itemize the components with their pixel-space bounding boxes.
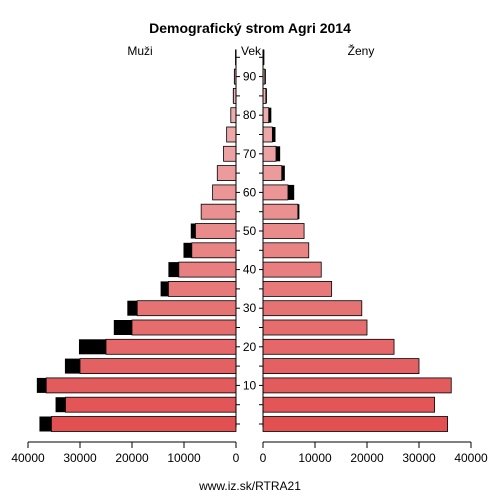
age-tick-label: 80 [243, 108, 257, 122]
male-excess-25-29 [113, 320, 132, 335]
female-bar-30-34 [262, 300, 363, 317]
female-excess-85-89 [265, 88, 267, 104]
x-tick-left-label: 30000 [63, 451, 97, 465]
age-tick-label: 70 [243, 147, 257, 161]
female-bar-40-44 [262, 261, 322, 278]
female-bar-20-24 [262, 338, 395, 355]
female-bar-60-64 [262, 184, 289, 201]
x-tick-right-label: 30000 [402, 451, 436, 465]
male-bar-75-79 [226, 126, 237, 143]
male-excess-5-9 [55, 397, 66, 413]
male-excess-20-24 [78, 339, 106, 355]
female-bar-65-69 [262, 165, 283, 182]
female-label: Ženy [348, 43, 375, 58]
female-bars [262, 49, 452, 432]
age-tick-label: 20 [243, 340, 257, 354]
male-excess-50-54 [190, 223, 196, 239]
male-excess-0-4 [39, 416, 52, 432]
male-bar-70-74 [223, 145, 237, 162]
age-tick-label: 90 [243, 70, 257, 84]
female-bar-70-74 [262, 145, 277, 162]
x-tick-left-label: 20000 [115, 451, 149, 465]
male-excess-45-49 [183, 242, 192, 258]
chart-title: Demografický strom Agri 2014 [149, 20, 351, 36]
age-tick-label: 40 [243, 263, 257, 277]
male-bar-80-84 [230, 107, 237, 124]
female-excess-70-74 [276, 146, 281, 162]
age-label: Vek [241, 44, 262, 58]
female-excess-55-59 [297, 204, 300, 220]
male-label: Muži [127, 44, 152, 58]
male-excess-90-94 [233, 69, 235, 85]
female-excess-90-94 [264, 69, 266, 85]
female-excess-75-79 [272, 127, 276, 142]
male-bar-40-44 [178, 261, 237, 278]
female-bar-5-9 [262, 396, 436, 413]
female-excess-80-84 [268, 107, 272, 123]
male-bar-25-29 [131, 319, 237, 336]
male-bar-50-54 [195, 223, 237, 239]
male-bar-30-34 [136, 300, 237, 317]
age-tick-label: 10 [243, 378, 257, 392]
female-bar-45-49 [262, 242, 310, 259]
female-excess-65-69 [281, 165, 285, 181]
female-bar-50-54 [262, 223, 305, 239]
x-tick-right-label: 0 [260, 451, 267, 465]
male-bar-15-19 [79, 358, 237, 375]
male-bar-10-14 [45, 377, 237, 394]
female-excess-95+ [263, 49, 265, 65]
male-excess-35-39 [160, 281, 169, 297]
female-excess-60-64 [287, 184, 295, 200]
x-tick-left-label: 0 [233, 451, 240, 465]
male-bar-5-9 [65, 396, 237, 413]
x-tick-right-label: 40000 [454, 451, 488, 465]
male-excess-85-89 [232, 88, 234, 104]
x-tick-left-label: 40000 [11, 451, 45, 465]
footer-credit: www.iz.sk/RTRA21 [198, 479, 301, 493]
male-bar-45-49 [191, 242, 237, 259]
male-bar-55-59 [200, 203, 237, 220]
female-bar-0-4 [262, 416, 449, 432]
axes: 40000 30000 20000 10000 0 0 10000 20000 30000 400… [11, 50, 488, 465]
female-bar-55-59 [262, 203, 299, 220]
female-bar-35-39 [262, 280, 333, 297]
male-bar-20-24 [105, 338, 237, 355]
female-bar-75-79 [262, 126, 273, 143]
female-bar-10-14 [262, 377, 452, 394]
age-tick-label: 60 [243, 185, 257, 199]
male-bar-35-39 [167, 280, 237, 297]
x-tick-right-label: 10000 [298, 451, 332, 465]
female-bar-80-84 [262, 107, 270, 124]
x-tick-left-label: 10000 [167, 451, 201, 465]
female-bar-25-29 [262, 319, 368, 336]
male-excess-40-44 [168, 262, 179, 278]
male-bar-0-4 [51, 416, 237, 432]
female-bar-15-19 [262, 358, 420, 375]
age-tick-label: 50 [243, 224, 257, 238]
male-excess-30-34 [127, 300, 138, 316]
male-bar-60-64 [212, 184, 237, 201]
male-bars [36, 49, 237, 432]
male-bar-65-69 [216, 165, 237, 182]
x-tick-right-label: 20000 [350, 451, 384, 465]
male-excess-15-19 [64, 358, 80, 374]
male-excess-10-14 [36, 377, 47, 393]
age-tick-label: 30 [243, 301, 257, 315]
